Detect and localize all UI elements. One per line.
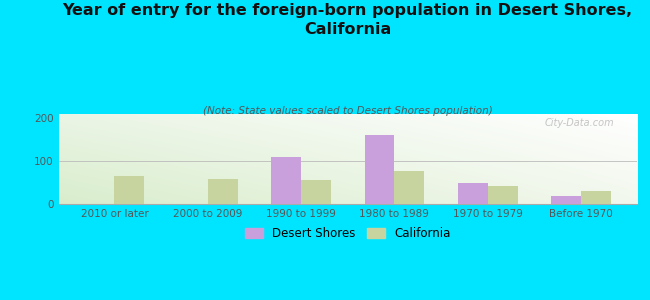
Bar xyxy=(301,180,331,204)
Bar xyxy=(395,171,424,204)
Text: (Note: State values scaled to Desert Shores population): (Note: State values scaled to Desert Sho… xyxy=(203,106,493,116)
Bar xyxy=(551,196,581,204)
Bar xyxy=(458,183,488,204)
Text: Year of entry for the foreign-born population in Desert Shores,
California: Year of entry for the foreign-born popul… xyxy=(62,3,633,37)
Bar xyxy=(365,135,395,204)
Text: City-Data.com: City-Data.com xyxy=(545,118,614,128)
Bar xyxy=(581,191,611,204)
Bar xyxy=(488,186,517,204)
Bar xyxy=(114,176,144,204)
Legend: Desert Shores, California: Desert Shores, California xyxy=(240,223,456,245)
Bar xyxy=(271,157,301,204)
Bar xyxy=(208,179,238,204)
